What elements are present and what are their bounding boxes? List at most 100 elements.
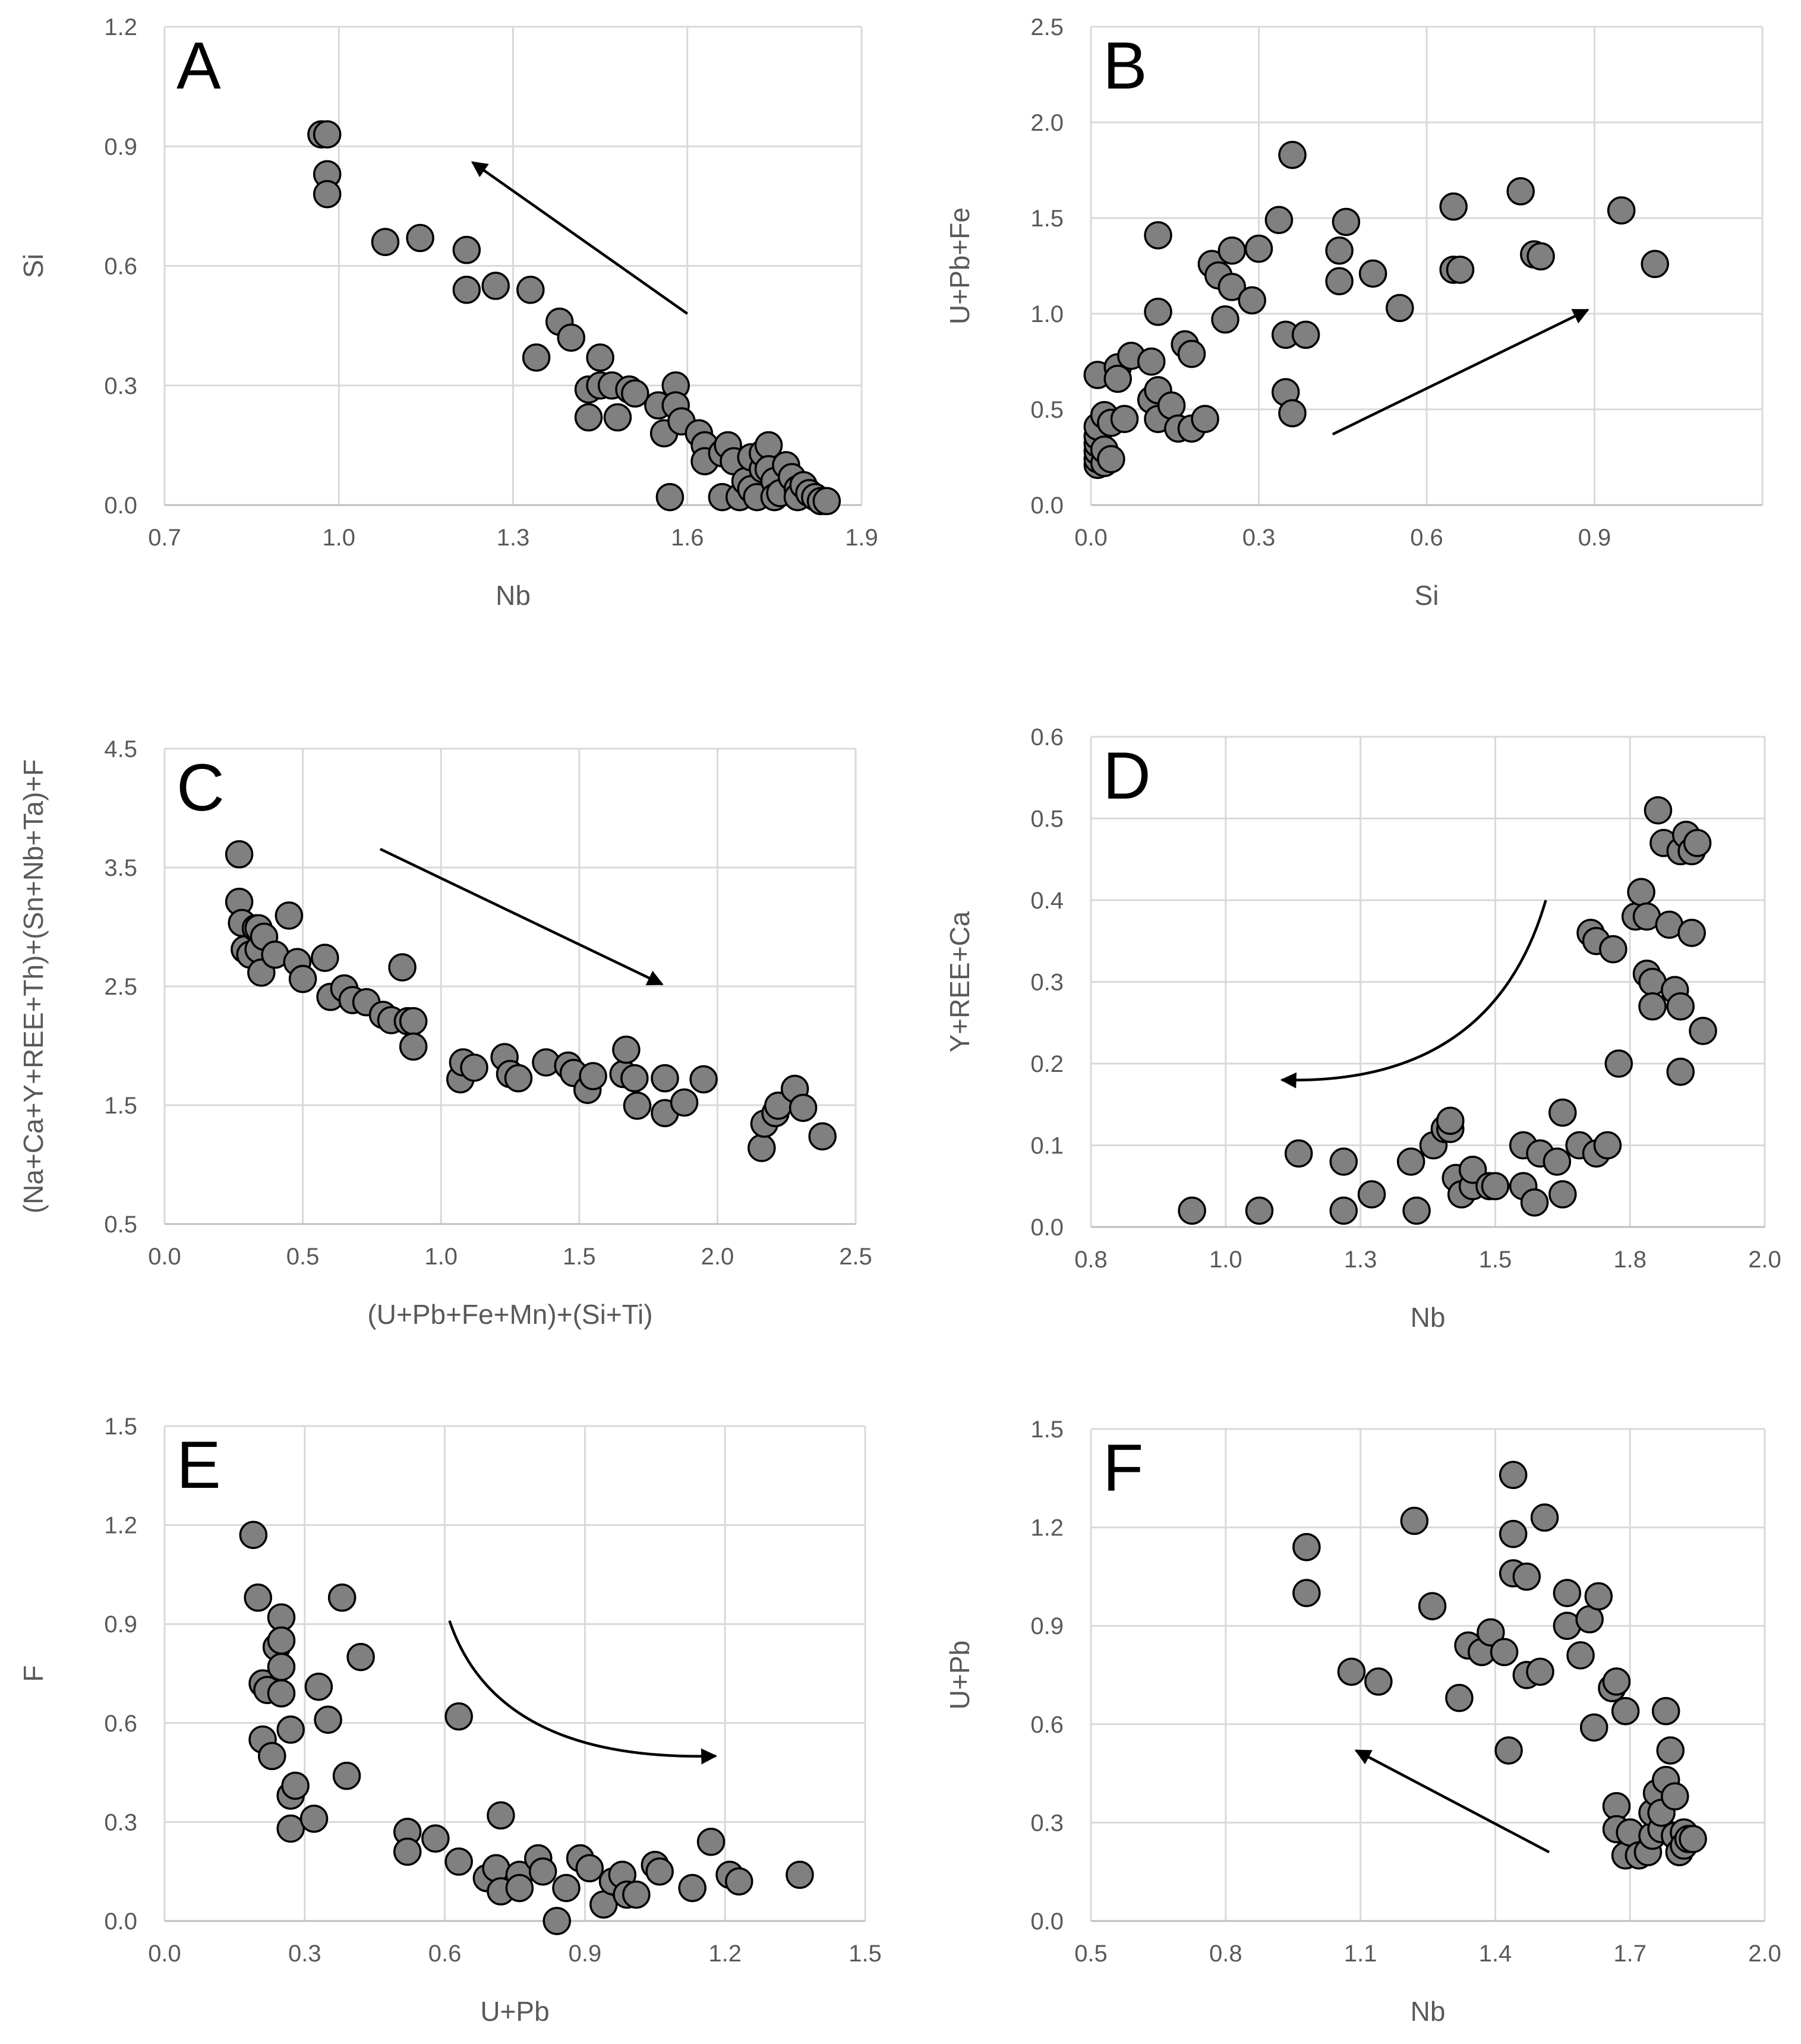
data-point-b: [1110, 405, 1139, 433]
data-point-e: [314, 1705, 342, 1734]
x-tick-label-b: 0.0: [1074, 525, 1108, 551]
data-point-f: [1611, 1696, 1640, 1726]
data-point-b: [1218, 273, 1247, 301]
data-point-b: [1144, 298, 1172, 326]
panel-b: 0.0 0.3 0.6 0.9 0.0 0.5 1.0 1.5 2.0 2.5 Si U+Pb+Fe B: [944, 14, 1764, 611]
data-point-c: [399, 1007, 428, 1036]
data-point-f: [1445, 1683, 1474, 1712]
data-point-e: [276, 1814, 305, 1843]
data-point-e: [528, 1857, 557, 1886]
panel-label-a: A: [176, 29, 221, 103]
data-point-b: [1191, 405, 1219, 433]
x-tick-label-e: 0.6: [428, 1941, 462, 1967]
x-tick-label-e: 0.9: [569, 1941, 602, 1967]
data-point-f: [1499, 1519, 1528, 1548]
data-point-b: [1358, 259, 1387, 288]
data-point-b: [1238, 286, 1266, 315]
data-point-e: [786, 1860, 814, 1890]
data-point-e: [542, 1907, 571, 1935]
data-point-a: [603, 403, 632, 432]
data-point-f: [1584, 1582, 1613, 1611]
y-tick-label-d: 0.2: [1030, 1051, 1064, 1077]
panel-label-c: C: [176, 750, 225, 825]
y-tick-label-e: 0.9: [104, 1611, 137, 1638]
x-tick-label-d: 0.8: [1074, 1247, 1108, 1273]
data-point-d: [1666, 992, 1695, 1021]
data-point-d: [1548, 1180, 1577, 1209]
trend-arrow-d: [1280, 900, 1547, 1089]
y-axis-title-d: Y+REE+Ca: [944, 911, 975, 1052]
y-tick-label-e: 0.6: [104, 1711, 137, 1737]
data-point-a: [812, 487, 841, 516]
data-point-e: [244, 1584, 272, 1612]
y-tick-label-d: 0.3: [1030, 970, 1064, 996]
data-point-e: [267, 1652, 296, 1682]
data-point-e: [267, 1679, 296, 1708]
y-tick-label-d: 0.6: [1030, 724, 1064, 750]
x-axis-title-c: (U+Pb+Fe+Mn)+(Si+Ti): [367, 1299, 652, 1330]
data-point-f: [1292, 1579, 1321, 1607]
y-tick-label-f: 0.0: [1030, 1909, 1064, 1935]
x-tick-label-f: 2.0: [1748, 1941, 1781, 1967]
y-axis-title-c: (Na+Ca+Y+REE+Th)+(Sn+Nb+Ta)+F: [18, 759, 49, 1213]
x-tick-label-f: 1.1: [1344, 1941, 1377, 1967]
y-tick-label-b: 2.0: [1030, 110, 1064, 136]
data-point-c: [504, 1064, 533, 1093]
data-point-b: [1097, 444, 1125, 474]
x-tick-label-e: 1.5: [849, 1941, 882, 1967]
data-point-b: [1137, 347, 1166, 376]
y-tick-label-f: 1.2: [1030, 1515, 1064, 1541]
data-point-f: [1477, 1618, 1505, 1646]
data-point-f: [1553, 1579, 1582, 1607]
data-point-d: [1666, 1058, 1695, 1086]
data-point-a: [371, 228, 400, 256]
data-point-b: [1446, 256, 1475, 284]
data-point-b: [1291, 320, 1320, 349]
x-tick-label-a: 1.9: [845, 525, 878, 551]
x-tick-label-b: 0.6: [1410, 525, 1443, 551]
x-axis-title-f: Nb: [1411, 1996, 1446, 2027]
data-point-d: [1689, 1017, 1717, 1045]
data-point-a: [586, 343, 614, 372]
data-point-a: [481, 272, 510, 300]
x-tick-label-c: 1.5: [563, 1244, 596, 1270]
data-point-a: [313, 180, 342, 209]
data-point-b: [1526, 242, 1555, 271]
y-tick-label-c: 1.5: [104, 1093, 137, 1119]
data-point-e: [645, 1857, 674, 1886]
data-point-a: [557, 323, 585, 352]
data-point-b: [1211, 305, 1239, 334]
data-point-b: [1325, 236, 1354, 265]
data-point-d: [1178, 1196, 1206, 1225]
data-point-c: [460, 1053, 488, 1082]
y-tick-label-b: 1.5: [1030, 206, 1064, 232]
x-axis-title-a: Nb: [496, 580, 531, 611]
x-axis-title-d: Nb: [1411, 1302, 1446, 1333]
panel-c: 0.0 0.5 1.0 1.5 2.0 2.5 0.5 1.5 2.5 3.5 4.5 (U+Pb+F…: [18, 736, 872, 1330]
y-tick-label-f: 0.3: [1030, 1810, 1064, 1836]
x-tick-label-c: 2.0: [701, 1244, 734, 1270]
panel-f: 0.5 0.8 1.1 1.4 1.7 2.0 0.0 0.3 0.6 0.9 1.2 1.5 Nb U+…: [944, 1417, 1781, 2027]
y-axis-title-f: U+Pb: [944, 1641, 975, 1709]
panel-a: 0.7 1.0 1.3 1.6 1.9 0.0 0.3 0.6 0.9 1.2 Nb Si A: [18, 14, 878, 611]
data-point-b: [1144, 221, 1172, 250]
data-point-a: [516, 276, 545, 304]
x-tick-label-c: 2.5: [839, 1244, 872, 1270]
data-point-b: [1177, 339, 1206, 368]
data-point-b: [1332, 207, 1361, 236]
data-point-c: [388, 953, 417, 982]
data-point-c: [808, 1122, 837, 1151]
y-tick-label-d: 0.1: [1030, 1133, 1064, 1159]
data-point-c: [747, 1134, 776, 1162]
data-point-e: [444, 1847, 473, 1876]
data-point-f: [1602, 1667, 1631, 1696]
data-point-d: [1402, 1196, 1431, 1225]
data-point-a: [406, 223, 434, 253]
x-tick-label-d: 1.3: [1344, 1247, 1377, 1273]
data-point-a: [452, 235, 481, 264]
x-tick-label-e: 1.2: [708, 1941, 742, 1967]
data-point-f: [1512, 1562, 1541, 1591]
data-point-f: [1679, 1825, 1707, 1853]
data-point-d: [1677, 919, 1706, 947]
